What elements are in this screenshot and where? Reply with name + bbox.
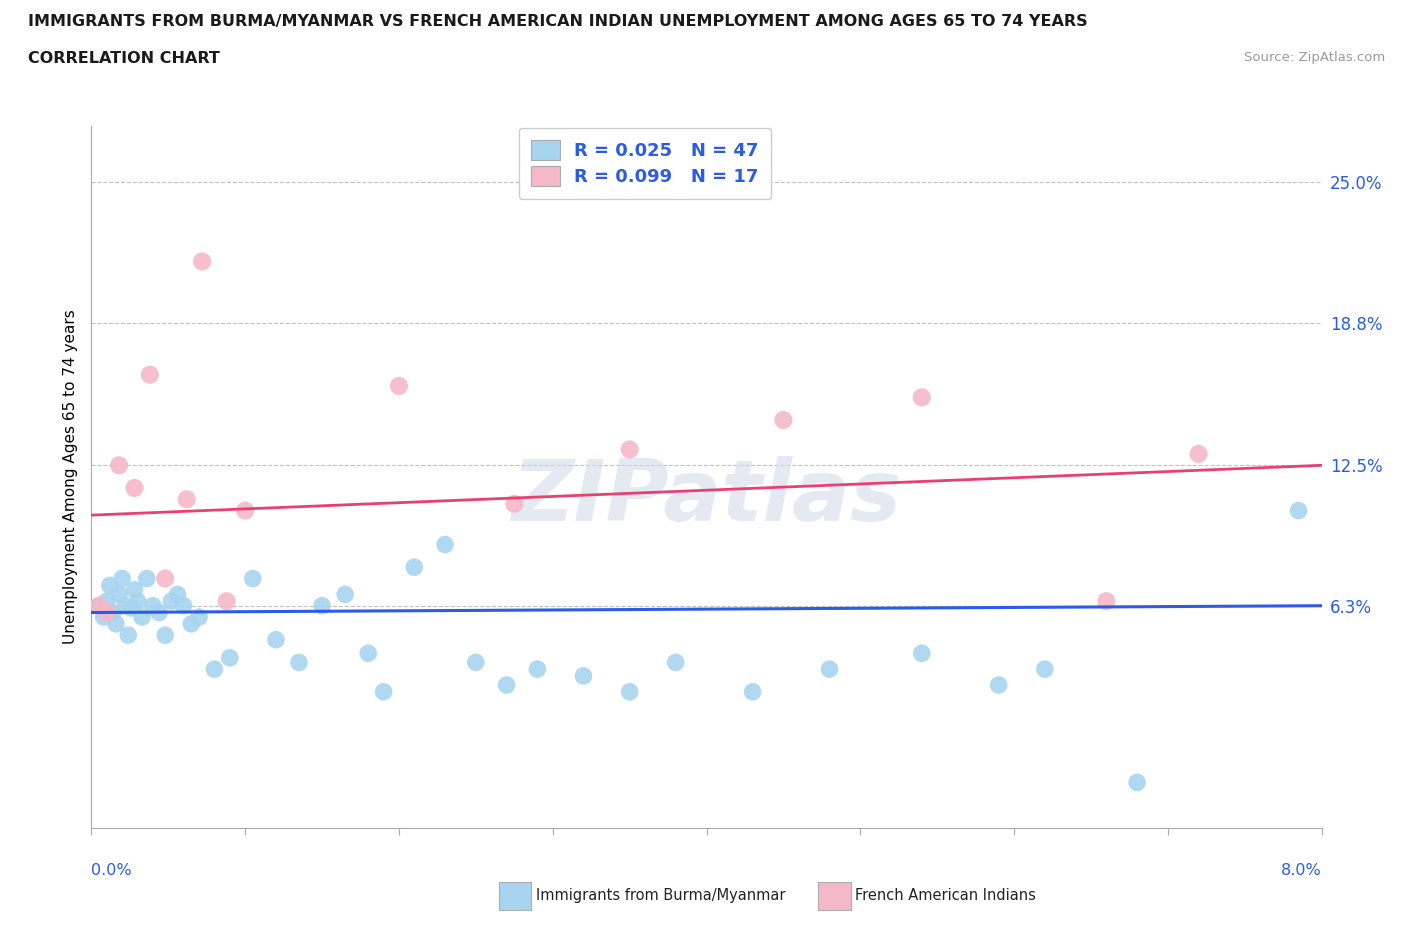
Point	[117, 628, 139, 643]
Point	[124, 582, 146, 597]
Point	[1033, 662, 1056, 677]
Point	[572, 669, 595, 684]
Point	[665, 655, 688, 670]
Point	[373, 684, 395, 699]
Point	[1187, 446, 1209, 461]
Point	[218, 650, 240, 665]
Point	[96, 593, 118, 608]
Point	[333, 587, 356, 602]
Point	[202, 662, 225, 677]
Text: Source: ZipAtlas.com: Source: ZipAtlas.com	[1244, 51, 1385, 64]
Point	[93, 610, 115, 625]
Point	[288, 655, 311, 670]
Text: 8.0%: 8.0%	[1281, 863, 1322, 878]
Point	[404, 560, 426, 575]
Point	[105, 617, 127, 631]
Point	[311, 598, 333, 613]
Point	[264, 632, 287, 647]
Text: 0.0%: 0.0%	[91, 863, 132, 878]
Point	[526, 662, 548, 677]
Point	[173, 598, 195, 613]
Point	[357, 645, 380, 660]
Point	[233, 503, 256, 518]
Point	[741, 684, 763, 699]
Point	[464, 655, 486, 670]
Point	[619, 684, 641, 699]
Point	[160, 593, 183, 608]
Point	[153, 571, 177, 586]
Point	[434, 538, 457, 552]
Point	[772, 413, 794, 428]
Point	[1095, 593, 1118, 608]
Point	[108, 458, 131, 472]
Point	[911, 645, 934, 660]
Point	[148, 605, 170, 620]
Point	[180, 617, 202, 631]
Point	[131, 610, 153, 625]
Point	[139, 367, 162, 382]
Point	[98, 578, 121, 592]
Legend: R = 0.025   N = 47, R = 0.099   N = 17: R = 0.025 N = 47, R = 0.099 N = 17	[519, 127, 772, 199]
Text: CORRELATION CHART: CORRELATION CHART	[28, 51, 219, 66]
Point	[114, 598, 136, 613]
Point	[120, 601, 142, 616]
Point	[818, 662, 841, 677]
Point	[495, 678, 517, 693]
Point	[242, 571, 264, 586]
Point	[215, 593, 238, 608]
Text: Immigrants from Burma/Myanmar: Immigrants from Burma/Myanmar	[536, 888, 785, 903]
Point	[166, 587, 188, 602]
Text: ZIPatlas: ZIPatlas	[512, 457, 901, 539]
Point	[87, 598, 110, 613]
Text: IMMIGRANTS FROM BURMA/MYANMAR VS FRENCH AMERICAN INDIAN UNEMPLOYMENT AMONG AGES : IMMIGRANTS FROM BURMA/MYANMAR VS FRENCH …	[28, 14, 1088, 29]
Point	[388, 379, 411, 393]
Point	[87, 598, 110, 613]
Point	[101, 605, 124, 620]
Point	[124, 481, 146, 496]
Point	[1288, 503, 1310, 518]
Point	[108, 587, 131, 602]
Point	[96, 605, 118, 620]
Point	[188, 610, 211, 625]
Point	[1126, 775, 1149, 790]
Point	[503, 497, 526, 512]
Point	[191, 254, 214, 269]
Point	[111, 571, 134, 586]
Point	[987, 678, 1010, 693]
Point	[911, 390, 934, 405]
Text: French American Indians: French American Indians	[855, 888, 1036, 903]
Point	[142, 598, 165, 613]
Point	[135, 571, 157, 586]
Point	[176, 492, 198, 507]
Y-axis label: Unemployment Among Ages 65 to 74 years: Unemployment Among Ages 65 to 74 years	[62, 310, 77, 644]
Point	[619, 442, 641, 457]
Point	[153, 628, 177, 643]
Point	[127, 593, 149, 608]
